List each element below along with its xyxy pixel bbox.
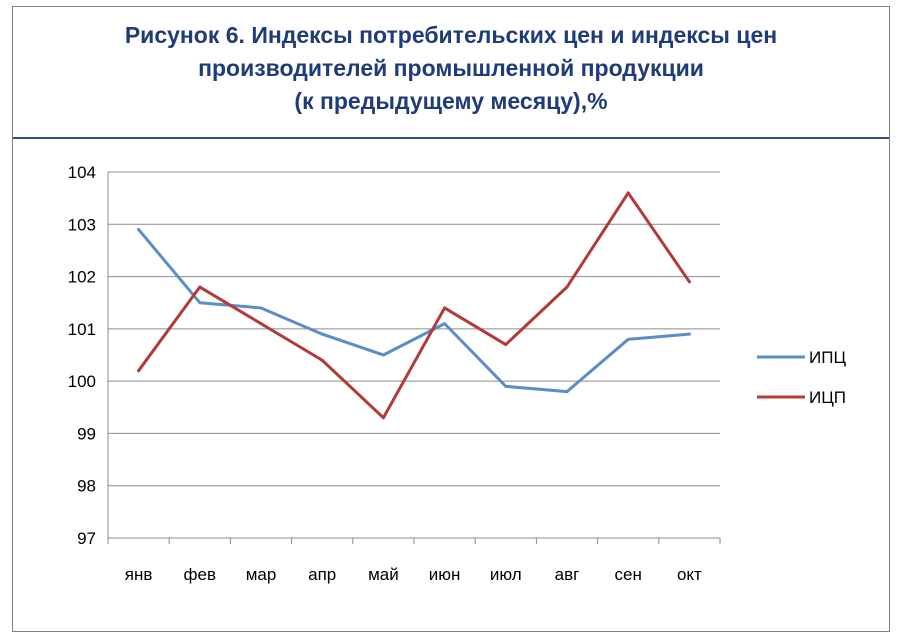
series-1-point-сен: [626, 337, 630, 341]
x-tick-label-янв: янв: [125, 565, 153, 584]
x-tick-label-мар: мар: [246, 565, 277, 584]
chart-title-line-2: производителей промышленной продукции: [198, 55, 704, 81]
chart-title-line-1: Рисунок 6. Индексы потребительских цен и…: [124, 22, 778, 48]
series-1-point-фев: [198, 301, 202, 305]
series-line-2: [137, 191, 691, 420]
series-2-point-фев: [198, 285, 202, 289]
series-2-point-янв: [137, 369, 141, 373]
y-tick-label-99: 99: [77, 424, 96, 443]
series-2-point-май: [381, 416, 385, 420]
y-tick-label-101: 101: [68, 320, 96, 339]
x-tick-label-авг: авг: [555, 565, 580, 584]
chart-title-line-3: (к предыдущему месяцу),%: [294, 88, 608, 114]
x-tick-label-сен: сен: [615, 565, 642, 584]
x-tick-label-окт: окт: [677, 565, 702, 584]
x-tick-label-апр: апр: [308, 565, 336, 584]
chart-title: Рисунок 6. Индексы потребительских цен и…: [13, 7, 889, 137]
y-tick-label-98: 98: [77, 477, 96, 496]
series-1-point-окт: [687, 332, 691, 336]
series-line-1: [137, 228, 691, 394]
series-1-point-авг: [565, 390, 569, 394]
y-tick-label-97: 97: [77, 529, 96, 548]
x-tick-label-фев: фев: [184, 565, 216, 584]
series-2-point-авг: [565, 285, 569, 289]
series-2-point-сен: [626, 191, 630, 195]
x-tick-label-июл: июл: [490, 565, 522, 584]
chart-frame: Рисунок 6. Индексы потребительских цен и…: [12, 6, 890, 632]
title-divider: [13, 137, 889, 139]
series-1-point-май: [381, 353, 385, 357]
series-2-point-окт: [687, 280, 691, 284]
series-1-point-янв: [137, 228, 141, 232]
series-1-point-мар: [259, 306, 263, 310]
y-tick-label-100: 100: [68, 372, 96, 391]
series-1-point-июл: [504, 384, 508, 388]
series-2-point-апр: [320, 358, 324, 362]
y-tick-label-103: 103: [68, 215, 96, 234]
series-2-point-мар: [259, 322, 263, 326]
series-1-point-апр: [320, 332, 324, 336]
x-tick-label-май: май: [368, 565, 399, 584]
series-1-point-июн: [443, 322, 447, 326]
y-tick-label-104: 104: [68, 163, 96, 182]
legend-label-1: ИПЦ: [809, 348, 846, 367]
x-tick-label-июн: июн: [429, 565, 461, 584]
series-2-point-июл: [504, 343, 508, 347]
legend-label-2: ИЦП: [809, 388, 846, 407]
y-tick-label-102: 102: [68, 268, 96, 287]
series-2-point-июн: [443, 306, 447, 310]
